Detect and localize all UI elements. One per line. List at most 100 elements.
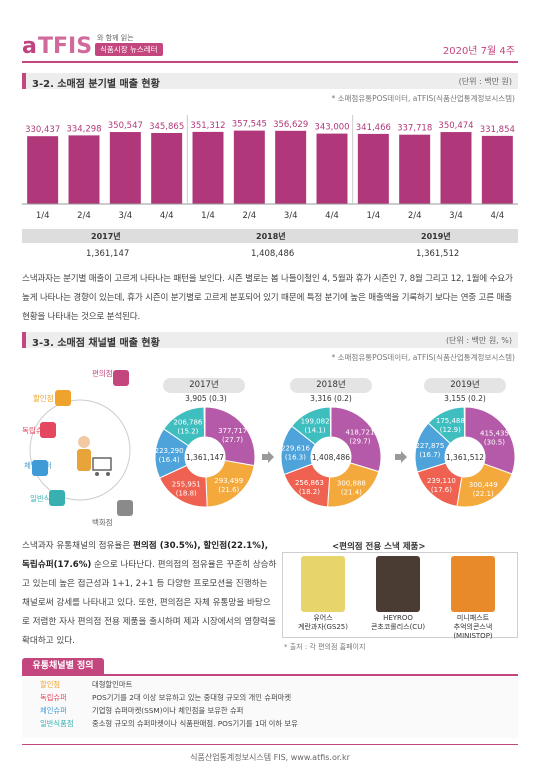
x-tick-label: 1/4 [36, 211, 50, 221]
arrow-right-icon [395, 451, 407, 463]
donut-slice-value: 300,449 [469, 481, 498, 489]
donut-slice-percent: (22.1) [473, 490, 494, 498]
x-tick-label: 3/4 [284, 211, 298, 221]
donut-slice [329, 406, 332, 438]
channel-label-department: 백화점 [92, 518, 113, 527]
x-tick-label: 3/4 [118, 211, 132, 221]
year-label: 2018년 [256, 232, 286, 241]
donut-slice-percent: (12.9) [440, 426, 461, 434]
bar-value-label: 341,466 [356, 123, 391, 133]
section-unit: (단위 : 백만 원) [458, 77, 512, 86]
channel-ring [29, 399, 131, 501]
products-box [282, 552, 518, 638]
bar [27, 136, 59, 204]
source-note: * 소매점유통POS데이터, aTFIS(식품산업통계정보시스템) [331, 353, 515, 362]
definition-desc: 중소형 규모의 슈퍼마켓이나 식품판매점. POS기기를 1대 이하 보유 [92, 719, 298, 728]
bar [233, 130, 265, 204]
product-image-egg-snack [301, 556, 345, 612]
donut-slice-percent: (18.2) [299, 488, 320, 496]
donut-center-total: 1,361,147 [186, 453, 224, 462]
definition-term: 일반식품점 [40, 719, 74, 728]
section-title-bar-quarterly: 3-2. 소매점 분기별 매출 현황 (단위 : 백만 원) [22, 73, 518, 90]
donut-slice-percent: (18.8) [176, 490, 197, 498]
definition-desc: POS기기를 2대 이상 보유하고 있는 중대형 규모의 개인 슈퍼마켓 [92, 693, 292, 702]
donut-slice-percent: (16.4) [159, 456, 180, 464]
bar-value-label: 350,547 [108, 121, 143, 131]
year-band [22, 229, 518, 243]
donut-chart-2019: 415,435(30.5) 300,449(22.1) 239,110(17.6) 2… [414, 406, 516, 508]
donut-top-label: 3,316 (0.2) [310, 394, 352, 403]
definition-desc: 기업형 슈퍼마켓(SSM)이나 체인점을 보유한 슈퍼 [92, 706, 244, 715]
general-store-icon [49, 490, 65, 506]
body-tail: 순으로 나타난다. 편의점의 점유율은 꾸준히 상승하고 있는데 높은 접근성과… [22, 560, 277, 646]
product-name-line1: HEYROO [383, 614, 413, 622]
donut-slice-percent: (21.6) [218, 486, 239, 494]
x-tick-label: 4/4 [160, 211, 174, 221]
header-divider [22, 61, 518, 63]
product-name: HEYROO 콘초코롤리스(CU) [361, 614, 435, 632]
bar [151, 133, 183, 204]
donut-top-label: 3,905 (0.3) [185, 394, 227, 403]
bar [275, 130, 307, 204]
section-unit: (단위 : 백만 원, %) [445, 336, 512, 345]
year-total: 1,361,147 [86, 249, 130, 259]
section-marker [22, 332, 26, 348]
donut-slice-value: 256,863 [295, 479, 324, 487]
x-tick-label: 3/4 [449, 211, 463, 221]
donut-slice-value: 255,951 [172, 481, 201, 489]
section-title: 3-3. 소매점 채널별 매출 현황 [32, 338, 160, 349]
donut-slice-value: 199,082 [301, 418, 330, 426]
definitions-box [22, 674, 518, 738]
discount-store-icon [55, 390, 71, 406]
product-name-line2: 추억의콘스낵(MINISTOP) [453, 623, 493, 640]
shopping-cart-icon [92, 457, 112, 471]
donut-slice-percent: (21.4) [341, 489, 362, 497]
bar-value-label: 331,854 [480, 125, 515, 135]
donut-slice-percent: (29.7) [349, 438, 370, 446]
channel-label-discount: 할인점 [33, 394, 54, 403]
product-image-corn-snack [451, 556, 495, 612]
donut-slice-percent: (15.2) [177, 427, 198, 435]
product-name-line2: 계란과자(GS25) [298, 623, 348, 631]
product-name-line2: 콘초코롤리스(CU) [370, 623, 426, 631]
donut-slice-value: 175,488 [436, 417, 465, 425]
bar-value-label: 330,437 [25, 125, 60, 135]
donut-year-2019: 2019년 [424, 378, 506, 393]
donut-slice-percent: (27.7) [222, 436, 243, 444]
bar [68, 135, 100, 204]
footer-text: 식품산업통계정보시스템 FIS, www.atfis.or.kr [190, 753, 350, 762]
donut-center-total: 1,408,486 [312, 453, 350, 462]
independent-super-icon [40, 422, 56, 438]
atfis-logo-a: a [22, 34, 37, 59]
bar-value-label: 337,718 [397, 124, 432, 134]
x-tick-label: 4/4 [490, 211, 504, 221]
x-tick-label: 1/4 [201, 211, 215, 221]
bar-value-label: 334,298 [66, 124, 101, 134]
donut-hole [311, 437, 351, 477]
product-image-corn-choco [376, 556, 420, 612]
donut-slice-value: 293,499 [214, 477, 243, 485]
donut-slice-value: 223,290 [155, 447, 184, 455]
department-store-icon [117, 500, 133, 516]
bar [192, 131, 224, 204]
year-total: 1,408,486 [251, 249, 295, 259]
x-tick-label: 1/4 [366, 211, 380, 221]
donut-slice-percent: (16.3) [285, 453, 306, 461]
footer-divider [22, 744, 518, 745]
tagline-pill: 식품시장 뉴스레터 [95, 43, 163, 56]
shopper-body-icon [77, 449, 91, 471]
donut-chart-2018: 418,721(29.7) 300,888(21.4) 256,863(18.2) 2… [280, 406, 382, 508]
donut-center-total: 1,361,512 [446, 453, 484, 462]
products-source: * 출처 : 각 편의점 홈페이지 [284, 643, 366, 651]
bar [481, 135, 513, 204]
shopper-head-icon [78, 436, 90, 448]
definition-term: 할인점 [40, 680, 61, 689]
body-highlight-convenience: 편의점 (30.5%), [132, 541, 201, 551]
donut-slice-percent: (16.7) [419, 451, 440, 459]
donut-chart-2017: 377,717(27.7) 293,499(21.6) 255,951(18.8) 2… [154, 406, 256, 508]
definitions-title: 유통채널별 정의 [22, 658, 104, 674]
atfis-logo-text: TFIS [38, 34, 93, 59]
donut-slice-value: 206,786 [173, 418, 202, 426]
donut-slice-value: 415,435 [480, 429, 509, 437]
definition-desc: 대형할인마트 [92, 680, 133, 689]
